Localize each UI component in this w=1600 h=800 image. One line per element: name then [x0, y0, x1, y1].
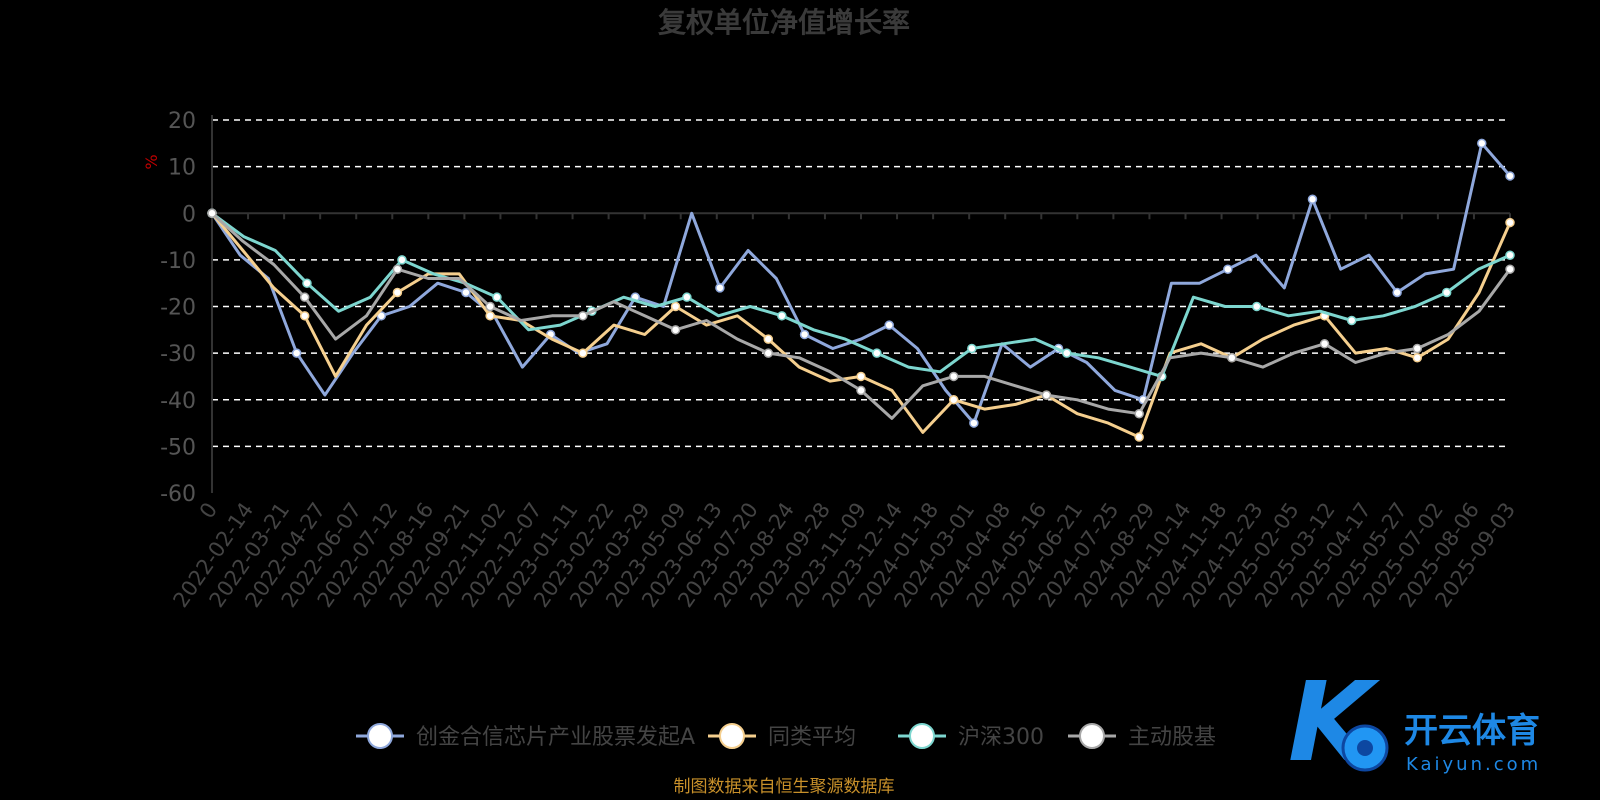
legend-label: 同类平均	[768, 725, 856, 750]
data-point	[763, 348, 774, 358]
data-point	[1441, 287, 1452, 298]
data-point	[682, 292, 692, 302]
data-point	[670, 325, 681, 335]
x-axis-ticks: 02022-02-142022-03-212022-04-272022-06-0…	[168, 498, 1520, 612]
series-line	[210, 141, 1512, 425]
y-tick-label: -10	[160, 249, 196, 274]
data-point	[392, 264, 403, 274]
y-tick-label: -60	[160, 482, 196, 507]
legend-label: 创金合信芯片产业股票发起A	[416, 725, 695, 750]
legend-swatch-marker	[367, 723, 393, 749]
y-tick-label: 0	[182, 202, 196, 227]
data-point	[1041, 390, 1052, 400]
data-point	[485, 311, 495, 321]
data-point	[1062, 348, 1072, 358]
legend-label: 沪深300	[958, 725, 1044, 750]
logo-domain: Kaiyun.com	[1406, 754, 1541, 775]
data-point	[291, 348, 302, 358]
data-point	[461, 287, 471, 298]
data-point	[1134, 432, 1144, 442]
data-point	[1505, 264, 1515, 274]
legend-swatch-marker	[909, 723, 935, 749]
series-lines	[207, 138, 1515, 442]
y-tick-label: -40	[160, 389, 196, 414]
y-tick-label: -50	[160, 435, 196, 460]
legend-item-3[interactable]: 主动股基	[1068, 723, 1216, 750]
data-point	[1134, 408, 1144, 419]
data-point	[948, 395, 959, 405]
y-axis-unit-label: %	[142, 154, 161, 169]
y-axis-ticks: 20 10 0 -10 -20 -30 -40 -50 -60	[160, 109, 196, 507]
y-tick-label: 20	[168, 109, 196, 134]
data-point	[1251, 301, 1262, 312]
data-point	[1392, 287, 1402, 298]
grid-lines	[212, 119, 1510, 448]
legend-swatch-marker	[719, 723, 745, 749]
x-tick-label: 0	[195, 498, 222, 523]
data-point	[1227, 353, 1237, 363]
data-point	[1505, 171, 1515, 181]
data-point	[872, 348, 882, 358]
data-point	[715, 283, 725, 293]
y-tick-label: -30	[160, 342, 196, 367]
logo-name: 开云体育	[1404, 711, 1540, 751]
series-line	[211, 212, 1511, 378]
axes	[211, 115, 1511, 493]
legend-item-2[interactable]: 沪深300	[898, 723, 1044, 750]
data-point	[967, 343, 977, 354]
data-point	[492, 292, 502, 302]
data-point	[969, 418, 979, 428]
series-0	[207, 138, 1515, 428]
series-line	[210, 212, 1512, 439]
data-point	[1223, 264, 1233, 274]
data-point	[578, 348, 588, 358]
data-point	[763, 334, 774, 344]
y-tick-label: 10	[168, 156, 196, 181]
source-note: 制图数据来自恒生聚源数据库	[674, 777, 895, 797]
data-point	[1307, 194, 1318, 205]
data-point	[397, 255, 407, 265]
y-tick-label: -20	[160, 296, 196, 321]
data-point	[299, 311, 310, 321]
series-2	[207, 208, 1515, 382]
data-point	[1505, 217, 1515, 228]
data-point	[299, 292, 310, 302]
data-point	[392, 287, 403, 298]
legend-label: 主动股基	[1128, 725, 1216, 750]
data-point	[578, 311, 588, 321]
data-point	[670, 301, 681, 312]
data-point	[1412, 343, 1423, 354]
data-point	[884, 320, 894, 330]
data-point	[1477, 138, 1487, 149]
data-point	[948, 371, 959, 382]
data-point	[1346, 315, 1357, 326]
legend-item-0[interactable]: 创金合信芯片产业股票发起A	[356, 723, 695, 750]
legend[interactable]: 创金合信芯片产业股票发起A 同类平均 沪深300 主动股基	[356, 723, 1216, 750]
data-point	[302, 278, 312, 288]
data-point	[1319, 339, 1330, 349]
legend-item-1[interactable]: 同类平均	[708, 723, 856, 750]
data-point	[1505, 250, 1515, 260]
data-point	[207, 208, 217, 218]
soccer-ball-center	[1357, 740, 1373, 756]
series-3	[207, 208, 1515, 420]
data-point	[856, 371, 866, 382]
data-point	[799, 329, 810, 340]
chart-title: 复权单位净值增长率	[658, 6, 910, 39]
data-point	[856, 385, 866, 396]
data-point	[485, 301, 495, 312]
series-1	[207, 208, 1515, 442]
legend-swatch-marker	[1079, 723, 1105, 749]
data-point	[1412, 353, 1423, 363]
kaiyun-logo: K 开云体育 Kaiyun.com	[1288, 658, 1541, 786]
data-point	[777, 311, 787, 321]
